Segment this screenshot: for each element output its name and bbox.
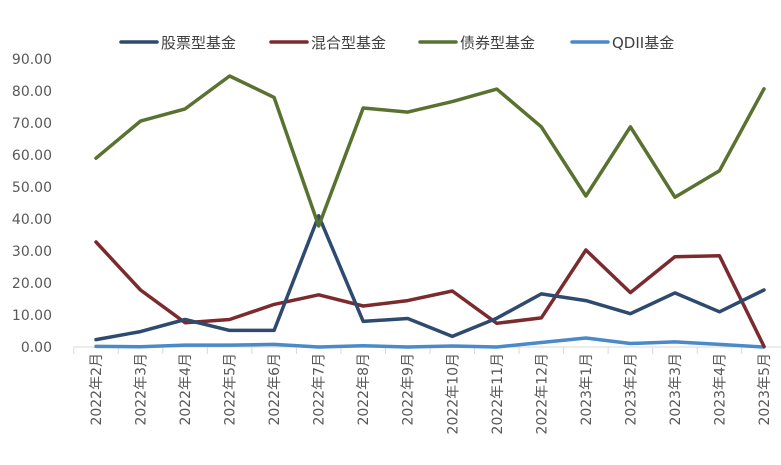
x-tick-label: 2022年8月: [356, 353, 372, 426]
series-line-0: [94, 214, 766, 342]
y-tick-label: 50.00: [12, 180, 52, 196]
x-tick-label: 2022年5月: [223, 353, 239, 426]
x-tick-label: 2022年12月: [534, 353, 550, 434]
y-tick-label: 0.00: [21, 340, 52, 356]
x-tick-label: 2022年6月: [267, 353, 283, 426]
legend-label: 混合型基金: [311, 34, 386, 52]
y-tick-label: 60.00: [12, 148, 52, 164]
plot-area: [94, 74, 766, 349]
x-tick-label: 2022年2月: [89, 353, 105, 426]
x-tick-label: 2023年2月: [623, 353, 639, 426]
y-tick-label: 40.00: [12, 212, 52, 228]
series-line-3: [94, 336, 766, 349]
x-tick-label: 2023年5月: [757, 353, 773, 426]
x-tick-label: 2022年4月: [178, 353, 194, 426]
legend: 股票型基金 混合型基金 债券型基金 QDII基金: [119, 34, 674, 52]
x-tick-label: 2022年7月: [312, 353, 328, 426]
x-tick-label: 2023年4月: [712, 353, 728, 426]
x-tick-label: 2023年3月: [668, 353, 684, 426]
y-tick-label: 80.00: [12, 84, 52, 100]
y-tick-label: 70.00: [12, 116, 52, 132]
x-tick-label: 2022年10月: [445, 353, 461, 434]
legend-label: QDII基金: [612, 34, 674, 52]
x-tick-label: 2022年9月: [401, 353, 417, 426]
y-tick-label: 20.00: [12, 276, 52, 292]
legend-label: 债券型基金: [460, 34, 535, 52]
y-axis: 0.00 10.00 20.00 30.00 40.00 50.00 60.00 70.00 8…: [12, 52, 52, 356]
series-line-2: [94, 74, 766, 228]
x-tick-label: 2023年1月: [579, 353, 595, 426]
legend-label: 股票型基金: [161, 34, 236, 52]
x-tick-label: 2022年3月: [134, 353, 150, 426]
x-axis: 2022年2月 2022年3月 2022年4月 2022年5月 2022年6月 2022年…: [73, 347, 773, 434]
series-line-1: [94, 240, 766, 349]
y-tick-label: 90.00: [12, 52, 52, 68]
y-tick-label: 10.00: [12, 308, 52, 324]
x-tick-label: 2022年11月: [490, 353, 506, 434]
y-tick-label: 30.00: [12, 244, 52, 260]
